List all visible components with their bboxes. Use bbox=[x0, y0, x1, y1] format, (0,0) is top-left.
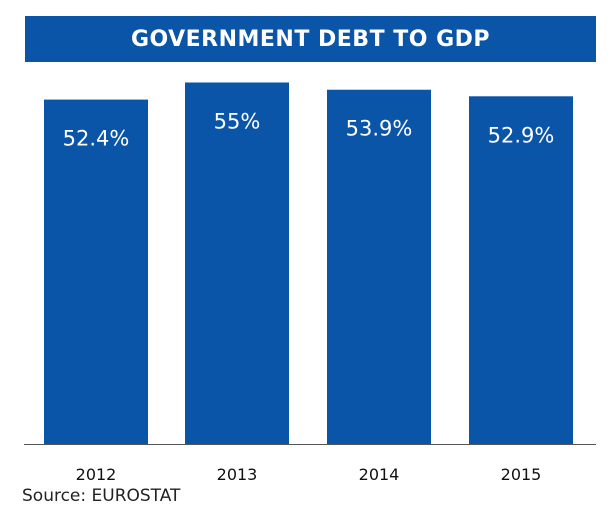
data-label-2014: 53.9% bbox=[346, 117, 413, 141]
x-tick-label-2015: 2015 bbox=[501, 465, 542, 484]
bar-2013 bbox=[185, 82, 289, 444]
x-tick-label-2013: 2013 bbox=[217, 465, 258, 484]
bar-2015 bbox=[469, 96, 573, 444]
bar-2012 bbox=[44, 99, 148, 445]
data-label-2015: 52.9% bbox=[488, 123, 555, 147]
data-label-2013: 55% bbox=[214, 110, 261, 134]
chart-title: GOVERNMENT DEBT TO GDP bbox=[130, 26, 491, 52]
x-tick-label-2012: 2012 bbox=[76, 465, 117, 484]
data-label-2012: 52.4% bbox=[63, 127, 130, 151]
chart-title-bar: GOVERNMENT DEBT TO GDP bbox=[25, 16, 596, 62]
source-note: Source: EUROSTAT bbox=[22, 486, 181, 506]
bar-2014 bbox=[327, 89, 431, 444]
x-tick-label-2014: 2014 bbox=[359, 465, 400, 484]
